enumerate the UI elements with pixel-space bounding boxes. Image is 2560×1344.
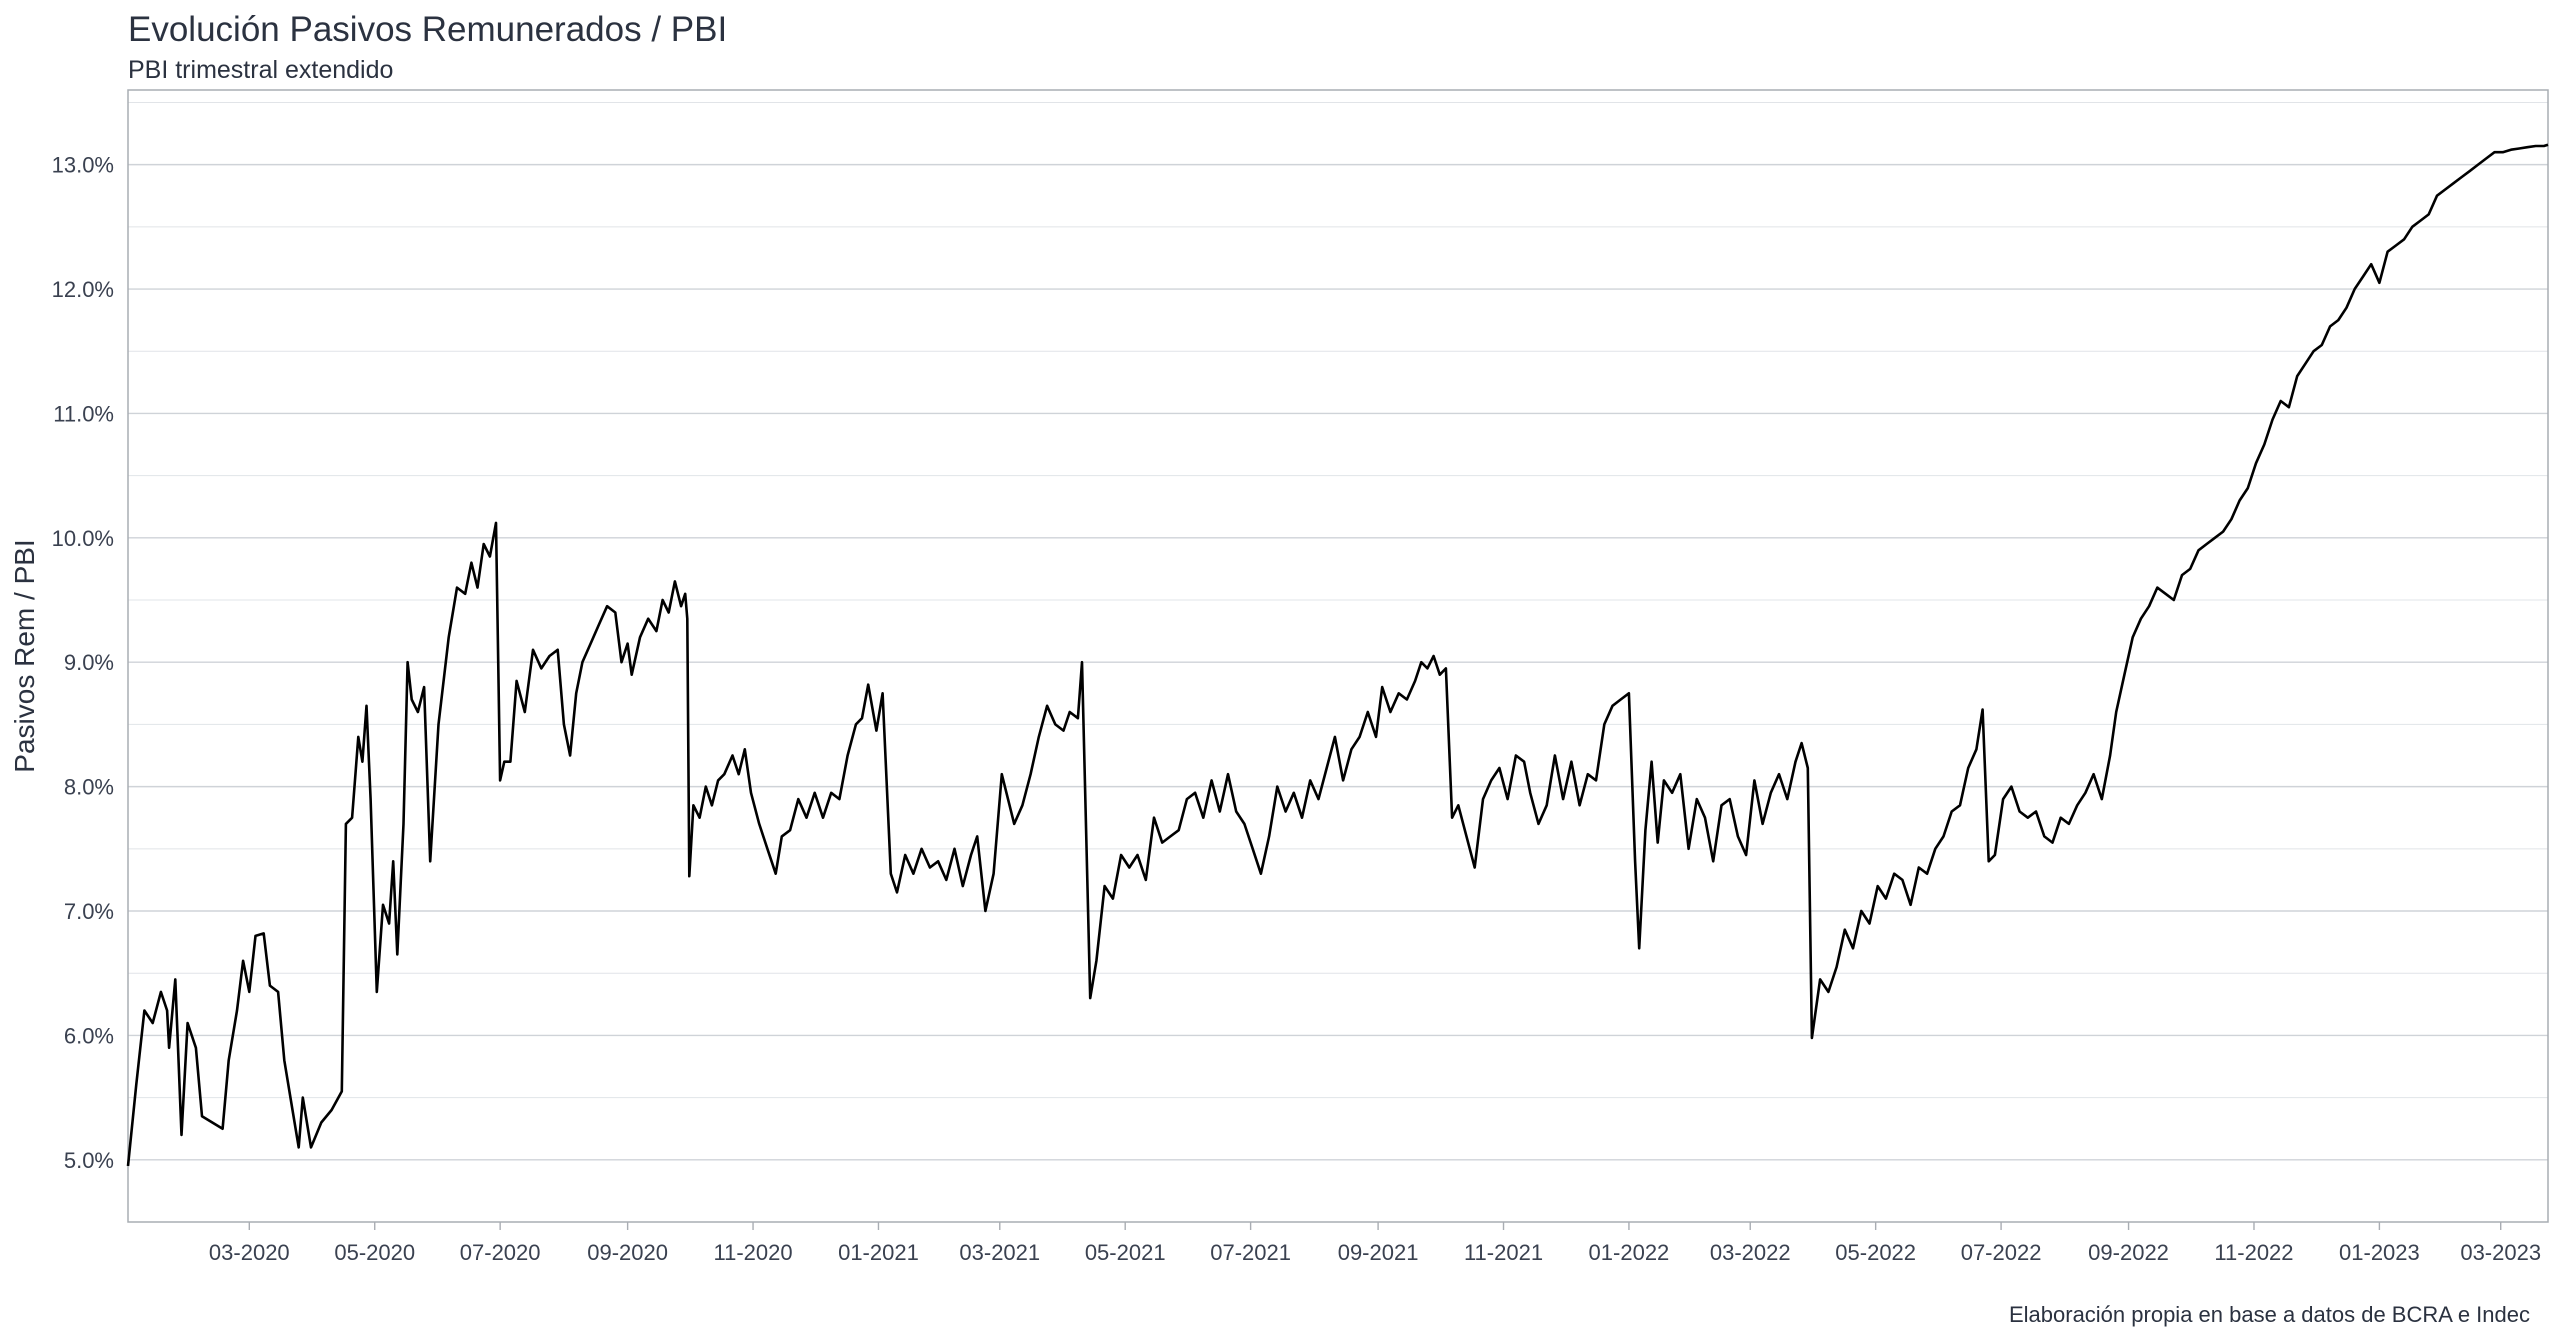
series-layer (126, 143, 2549, 1167)
y-tick-label: 5.0% (64, 1148, 114, 1173)
x-tick-label: 09-2022 (2088, 1240, 2169, 1265)
x-tick-label: 09-2020 (587, 1240, 668, 1265)
y-tick-label: 10.0% (52, 526, 114, 551)
y-tick-label: 7.0% (64, 899, 114, 924)
x-tick-label: 05-2022 (1835, 1240, 1916, 1265)
x-tick-label: 07-2021 (1210, 1240, 1291, 1265)
grid-lines (128, 101, 2548, 1223)
x-tick-label: 11-2020 (713, 1240, 792, 1265)
series-line (126, 143, 2549, 1167)
y-tick-label: 6.0% (64, 1023, 114, 1048)
y-axis-ticks: 5.0% 6.0% 7.0% 8.0% 9.0% 10.0% 11.0% 12.0% 13.0% (52, 153, 114, 1173)
x-tick-label: 01-2022 (1589, 1240, 1670, 1265)
chart-subtitle: PBI trimestral extendido (128, 56, 394, 84)
y-tick-label: 12.0% (52, 277, 114, 302)
y-tick-label: 11.0% (53, 401, 114, 426)
x-axis-ticks: 03-2020 05-2020 07-2020 09-2020 11-2020 01-20… (209, 1222, 2541, 1265)
x-tick-label: 01-2023 (2339, 1240, 2420, 1265)
x-tick-label: 03-2022 (1710, 1240, 1791, 1265)
plot-frame (127, 89, 2549, 1223)
x-tick-label: 11-2022 (2214, 1240, 2293, 1265)
x-tick-label: 05-2020 (334, 1240, 415, 1265)
x-tick-label: 05-2021 (1085, 1240, 1166, 1265)
x-tick-label: 07-2022 (1961, 1240, 2042, 1265)
x-tick-label: 01-2021 (838, 1240, 919, 1265)
x-tick-label: 07-2020 (460, 1240, 541, 1265)
chart-title: Evolución Pasivos Remunerados / PBI (128, 10, 728, 49)
y-tick-label: 8.0% (64, 775, 114, 800)
y-axis-label: Pasivos Rem / PBI (9, 539, 40, 772)
x-tick-label: 09-2021 (1338, 1240, 1419, 1265)
x-tick-label: 03-2023 (2460, 1240, 2541, 1265)
y-tick-label: 9.0% (64, 650, 114, 675)
x-tick-label: 03-2020 (209, 1240, 290, 1265)
x-tick-label: 11-2021 (1464, 1240, 1543, 1265)
y-tick-label: 13.0% (52, 153, 114, 178)
chart-caption: Elaboración propia en base a datos de BC… (2008, 1302, 2530, 1327)
x-tick-label: 03-2021 (959, 1240, 1040, 1265)
